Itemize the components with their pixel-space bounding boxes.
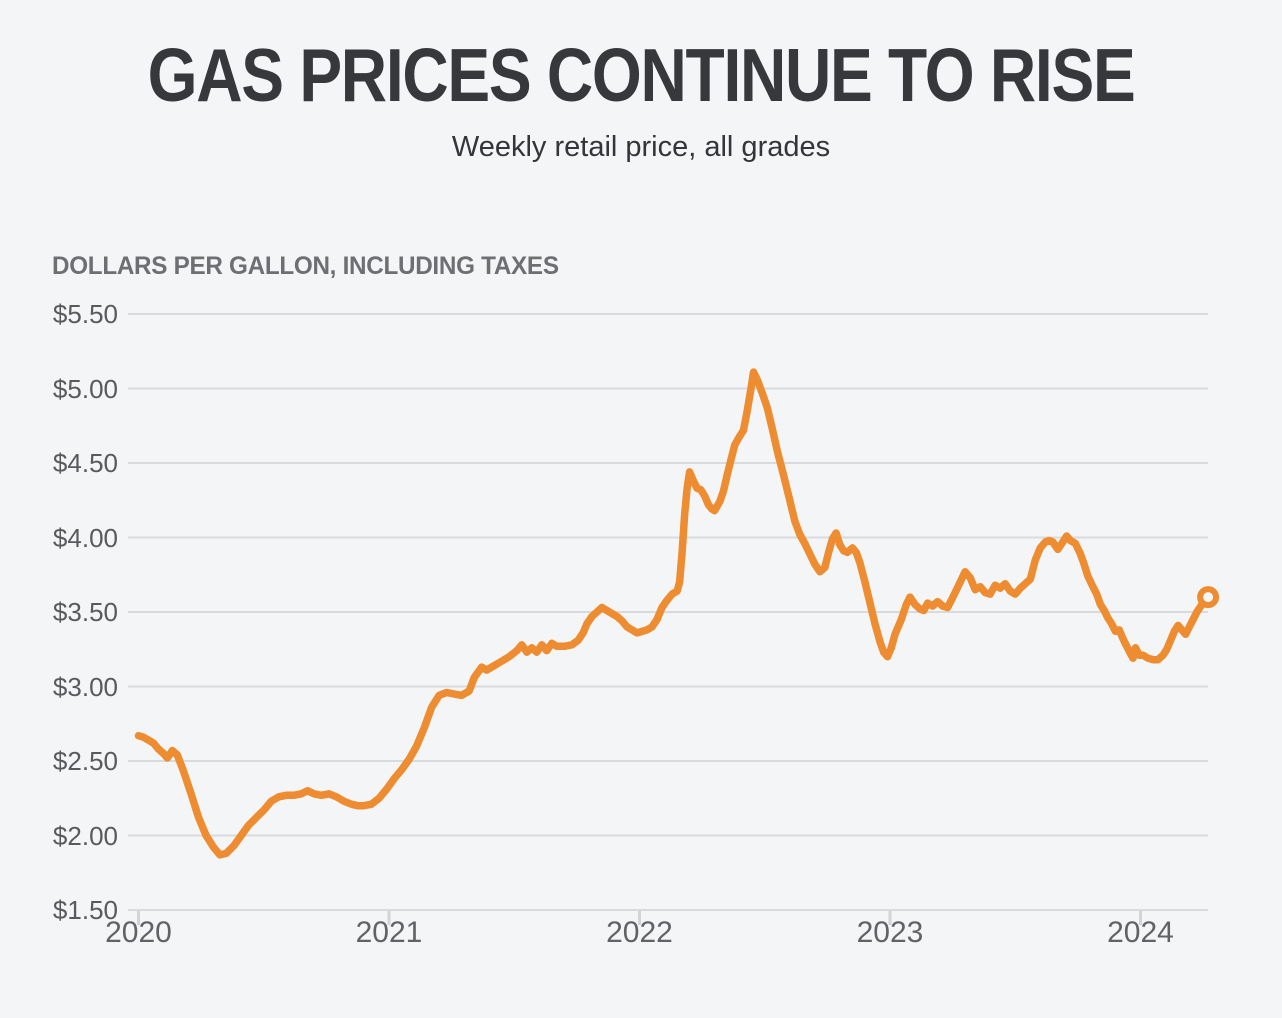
y-tick-label: $2.00: [52, 820, 118, 851]
y-tick-label: $4.00: [52, 522, 118, 553]
x-tick-label: 2023: [856, 916, 924, 949]
y-tick-label: $5.00: [52, 373, 118, 404]
chart-title: GAS PRICES CONTINUE TO RISE: [0, 38, 1282, 113]
y-tick-label: $3.00: [52, 671, 118, 702]
y-tick-label: $4.50: [52, 448, 118, 478]
y-axis-heading: DOLLARS PER GALLON, INCLUDING TAXES: [52, 252, 559, 280]
chart-title-text: GAS PRICES CONTINUE TO RISE: [147, 33, 1136, 117]
x-tick-label: 2022: [606, 916, 673, 949]
x-tick-label: 2020: [105, 916, 172, 949]
y-tick-label: $1.50: [52, 895, 118, 925]
y-tick-label: $3.50: [52, 597, 118, 627]
y-tick-label: $5.50: [52, 299, 118, 329]
latest-value-marker: [1197, 586, 1220, 609]
x-tick-label: 2021: [355, 916, 423, 949]
y-tick-label: $2.50: [52, 746, 118, 776]
price-line: [134, 368, 1212, 859]
x-tick-label: 2024: [1107, 916, 1174, 949]
chart-subtitle: Weekly retail price, all grades: [451, 131, 831, 163]
